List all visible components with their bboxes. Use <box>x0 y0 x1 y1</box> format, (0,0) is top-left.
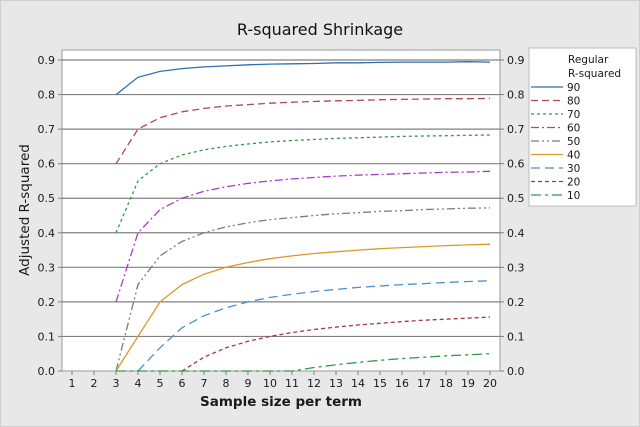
svg-text:0.7: 0.7 <box>38 123 56 136</box>
svg-text:0.0: 0.0 <box>507 365 525 378</box>
y-axis-left: 0.0 0.1 0.2 0.3 0.4 0.5 0.6 0.7 0.8 0.9 <box>38 54 62 378</box>
svg-text:17: 17 <box>417 377 431 390</box>
legend-item-70: 70 <box>531 109 580 121</box>
svg-text:0.7: 0.7 <box>507 123 525 136</box>
svg-text:0.1: 0.1 <box>38 330 56 343</box>
svg-text:20: 20 <box>483 377 497 390</box>
svg-text:13: 13 <box>329 377 343 390</box>
legend-title: R-squared <box>568 68 621 80</box>
svg-text:0.4: 0.4 <box>38 227 56 240</box>
chart-title: R-squared Shrinkage <box>236 20 404 39</box>
svg-text:0.9: 0.9 <box>38 54 56 67</box>
plot-area <box>61 49 501 372</box>
legend-item-40: 40 <box>531 150 580 162</box>
legend-item-80: 80 <box>531 96 580 108</box>
svg-text:90: 90 <box>567 82 580 94</box>
svg-text:7: 7 <box>201 377 208 390</box>
legend-item-10: 10 <box>531 190 580 202</box>
svg-text:14: 14 <box>351 377 365 390</box>
svg-text:16: 16 <box>395 377 409 390</box>
series-line-40 <box>115 243 491 372</box>
legend-item-20: 20 <box>531 177 580 189</box>
series-line-70 <box>115 134 491 234</box>
x-axis-label: Sample size per term <box>200 394 362 410</box>
series-line-60 <box>115 170 491 303</box>
legend-title: Regular <box>568 54 609 66</box>
svg-text:60: 60 <box>567 123 580 135</box>
gridlines <box>62 59 500 338</box>
svg-text:0.2: 0.2 <box>38 296 56 309</box>
svg-text:0.5: 0.5 <box>507 192 525 205</box>
svg-text:0.0: 0.0 <box>38 365 56 378</box>
svg-text:5: 5 <box>157 377 164 390</box>
svg-text:0.2: 0.2 <box>507 296 525 309</box>
svg-text:0.8: 0.8 <box>38 89 56 102</box>
series-line-10 <box>116 353 491 372</box>
series-line-30 <box>137 280 491 372</box>
svg-text:20: 20 <box>567 177 580 189</box>
svg-text:11: 11 <box>285 377 299 390</box>
svg-text:10: 10 <box>567 190 580 202</box>
series-lines <box>115 61 491 372</box>
svg-text:8: 8 <box>223 377 230 390</box>
svg-text:1: 1 <box>69 377 76 390</box>
svg-text:12: 12 <box>307 377 321 390</box>
svg-text:40: 40 <box>567 150 580 162</box>
legend-item-60: 60 <box>531 123 580 135</box>
series-line-90 <box>115 61 491 96</box>
svg-text:0.6: 0.6 <box>507 158 525 171</box>
series-line-50 <box>115 207 491 372</box>
svg-text:0.6: 0.6 <box>38 158 56 171</box>
x-axis: 1 2 3 4 5 6 7 8 9 10 11 12 13 14 15 16 17 18 19 20 <box>69 371 497 390</box>
svg-text:0.5: 0.5 <box>38 192 56 205</box>
svg-text:3: 3 <box>113 377 120 390</box>
legend-box <box>528 47 637 207</box>
y-axis-right: 0.0 0.1 0.2 0.3 0.4 0.5 0.6 0.7 0.8 0.9 <box>500 54 525 378</box>
svg-text:0.3: 0.3 <box>507 261 525 274</box>
svg-text:4: 4 <box>135 377 142 390</box>
series-line-80 <box>115 97 491 165</box>
svg-text:0.1: 0.1 <box>507 330 525 343</box>
svg-text:6: 6 <box>179 377 186 390</box>
svg-text:0.8: 0.8 <box>507 89 525 102</box>
svg-text:2: 2 <box>91 377 98 390</box>
svg-text:9: 9 <box>245 377 252 390</box>
svg-text:10: 10 <box>263 377 277 390</box>
svg-text:0.3: 0.3 <box>38 261 56 274</box>
svg-text:50: 50 <box>567 136 580 148</box>
svg-text:18: 18 <box>439 377 453 390</box>
svg-text:15: 15 <box>373 377 387 390</box>
y-axis-label: Adjusted R-squared <box>17 144 33 276</box>
series-line-20 <box>181 316 491 372</box>
svg-text:0.4: 0.4 <box>507 227 525 240</box>
svg-text:70: 70 <box>567 109 580 121</box>
svg-text:80: 80 <box>567 96 580 108</box>
svg-text:0.9: 0.9 <box>507 54 525 67</box>
legend-item-30: 30 <box>531 163 580 175</box>
svg-text:30: 30 <box>567 163 580 175</box>
legend-item-90: 90 <box>531 82 580 94</box>
legend-item-50: 50 <box>531 136 580 148</box>
svg-text:19: 19 <box>461 377 475 390</box>
